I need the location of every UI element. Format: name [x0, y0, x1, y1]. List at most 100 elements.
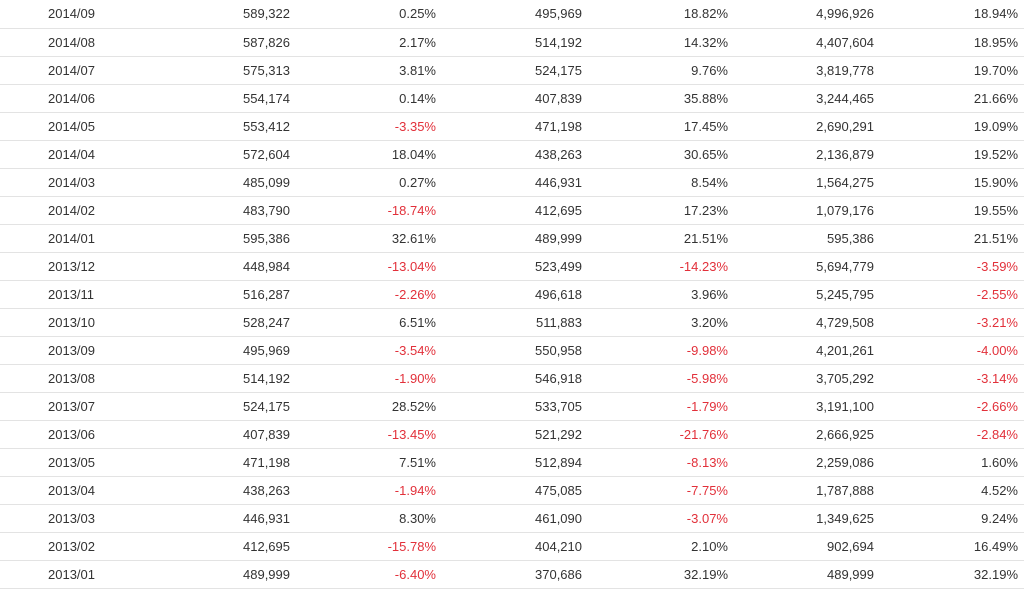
value-3-cell: 1,349,625 [816, 510, 874, 526]
change-3-cell: 19.09% [973, 118, 1018, 134]
value-3-cell: 2,690,291 [816, 118, 874, 134]
table-row: 2013/06 407,839 -13.45% 521,292 -21.76% 2,666… [0, 420, 1024, 448]
change-3-cell: 4.52% [981, 482, 1018, 498]
period-cell: 2013/11 [48, 286, 95, 302]
change-3-cell: 19.55% [973, 202, 1018, 218]
value-2-cell: 495,969 [535, 6, 582, 22]
table-row: 2013/11 516,287 -2.26% 496,618 3.96% 5,245,79… [0, 280, 1024, 308]
change-2-cell: 18.82% [683, 6, 728, 22]
value-1-cell: 528,247 [243, 314, 290, 330]
value-2-cell: 446,931 [535, 174, 582, 190]
value-1-cell: 438,263 [243, 482, 290, 498]
change-3-cell: 21.66% [973, 90, 1018, 106]
change-3-cell: 9.24% [981, 510, 1018, 526]
period-cell: 2013/02 [48, 538, 95, 554]
table-row: 2014/08 587,826 2.17% 514,192 14.32% 4,407,60… [0, 28, 1024, 56]
period-cell: 2013/09 [48, 342, 95, 358]
table-row: 2013/09 495,969 -3.54% 550,958 -9.98% 4,201,2… [0, 336, 1024, 364]
table-row: 2013/08 514,192 -1.90% 546,918 -5.98% 3,705,2… [0, 364, 1024, 392]
change-1-cell: -15.78% [387, 538, 436, 554]
value-3-cell: 5,694,779 [816, 258, 874, 274]
change-3-cell: 1.60% [981, 454, 1018, 470]
change-2-cell: 35.88% [683, 90, 728, 106]
change-3-cell: -2.84% [976, 426, 1018, 442]
value-2-cell: 489,999 [535, 230, 582, 246]
change-2-cell: 9.76% [691, 62, 728, 78]
value-1-cell: 412,695 [243, 538, 290, 554]
period-cell: 2014/01 [48, 230, 95, 246]
change-1-cell: 0.25% [399, 6, 436, 22]
table-row: 2014/03 485,099 0.27% 446,931 8.54% 1,564,275… [0, 168, 1024, 196]
change-1-cell: 0.14% [399, 90, 436, 106]
period-cell: 2014/05 [48, 118, 95, 134]
change-3-cell: 21.51% [973, 230, 1018, 246]
change-2-cell: -5.98% [686, 370, 728, 386]
table-row: 2014/06 554,174 0.14% 407,839 35.88% 3,244,46… [0, 84, 1024, 112]
value-1-cell: 553,412 [243, 118, 290, 134]
value-1-cell: 572,604 [243, 146, 290, 162]
table-row: 2013/03 446,931 8.30% 461,090 -3.07% 1,349,62… [0, 504, 1024, 532]
value-3-cell: 489,999 [827, 566, 874, 582]
value-1-cell: 448,984 [243, 258, 290, 274]
value-2-cell: 370,686 [535, 566, 582, 582]
period-cell: 2014/04 [48, 146, 95, 162]
change-1-cell: 6.51% [399, 314, 436, 330]
period-cell: 2013/12 [48, 258, 95, 274]
change-2-cell: -7.75% [686, 482, 728, 498]
value-2-cell: 438,263 [535, 146, 582, 162]
value-3-cell: 4,729,508 [816, 314, 874, 330]
change-3-cell: 32.19% [973, 566, 1018, 582]
table-row: 2013/02 412,695 -15.78% 404,210 2.10% 902,694… [0, 532, 1024, 560]
change-1-cell: 28.52% [391, 398, 436, 414]
period-cell: 2013/05 [48, 454, 95, 470]
table-row: 2013/01 489,999 -6.40% 370,686 32.19% 489,999… [0, 560, 1024, 588]
period-cell: 2013/04 [48, 482, 95, 498]
value-3-cell: 2,136,879 [816, 146, 874, 162]
change-2-cell: -14.23% [679, 258, 728, 274]
value-2-cell: 461,090 [535, 510, 582, 526]
value-1-cell: 483,790 [243, 202, 290, 218]
change-3-cell: -4.00% [976, 342, 1018, 358]
value-2-cell: 533,705 [535, 398, 582, 414]
value-3-cell: 1,079,176 [816, 202, 874, 218]
change-1-cell: 18.04% [391, 146, 436, 162]
value-1-cell: 495,969 [243, 342, 290, 358]
value-3-cell: 3,819,778 [816, 62, 874, 78]
change-2-cell: 17.23% [683, 202, 728, 218]
change-2-cell: 30.65% [683, 146, 728, 162]
change-2-cell: 3.20% [691, 314, 728, 330]
change-3-cell: -2.66% [976, 398, 1018, 414]
value-1-cell: 489,999 [243, 566, 290, 582]
value-1-cell: 595,386 [243, 230, 290, 246]
change-1-cell: 3.81% [399, 62, 436, 78]
table-row: 2013/10 528,247 6.51% 511,883 3.20% 4,729,508… [0, 308, 1024, 336]
change-3-cell: 19.70% [973, 62, 1018, 78]
change-1-cell: 0.27% [399, 174, 436, 190]
value-2-cell: 546,918 [535, 370, 582, 386]
change-2-cell: -3.07% [686, 510, 728, 526]
table-row: 2014/01 595,386 32.61% 489,999 21.51% 595,386… [0, 224, 1024, 252]
value-3-cell: 1,564,275 [816, 174, 874, 190]
change-1-cell: -3.35% [394, 118, 436, 134]
value-1-cell: 516,287 [243, 286, 290, 302]
value-1-cell: 514,192 [243, 370, 290, 386]
value-1-cell: 524,175 [243, 398, 290, 414]
change-3-cell: -3.21% [976, 314, 1018, 330]
change-2-cell: 32.19% [683, 566, 728, 582]
period-cell: 2014/07 [48, 62, 95, 78]
change-3-cell: -3.59% [976, 258, 1018, 274]
table-row: 2014/09 589,322 0.25% 495,969 18.82% 4,996,92… [0, 0, 1024, 28]
change-3-cell: 15.90% [973, 174, 1018, 190]
value-1-cell: 575,313 [243, 62, 290, 78]
value-1-cell: 589,322 [243, 6, 290, 22]
period-cell: 2013/06 [48, 426, 95, 442]
table-row: 2013/04 438,263 -1.94% 475,085 -7.75% 1,787,8… [0, 476, 1024, 504]
value-2-cell: 550,958 [535, 342, 582, 358]
value-2-cell: 514,192 [535, 34, 582, 50]
period-cell: 2014/02 [48, 202, 95, 218]
value-3-cell: 902,694 [827, 538, 874, 554]
period-cell: 2014/09 [48, 6, 95, 22]
change-1-cell: -2.26% [394, 286, 436, 302]
value-2-cell: 475,085 [535, 482, 582, 498]
